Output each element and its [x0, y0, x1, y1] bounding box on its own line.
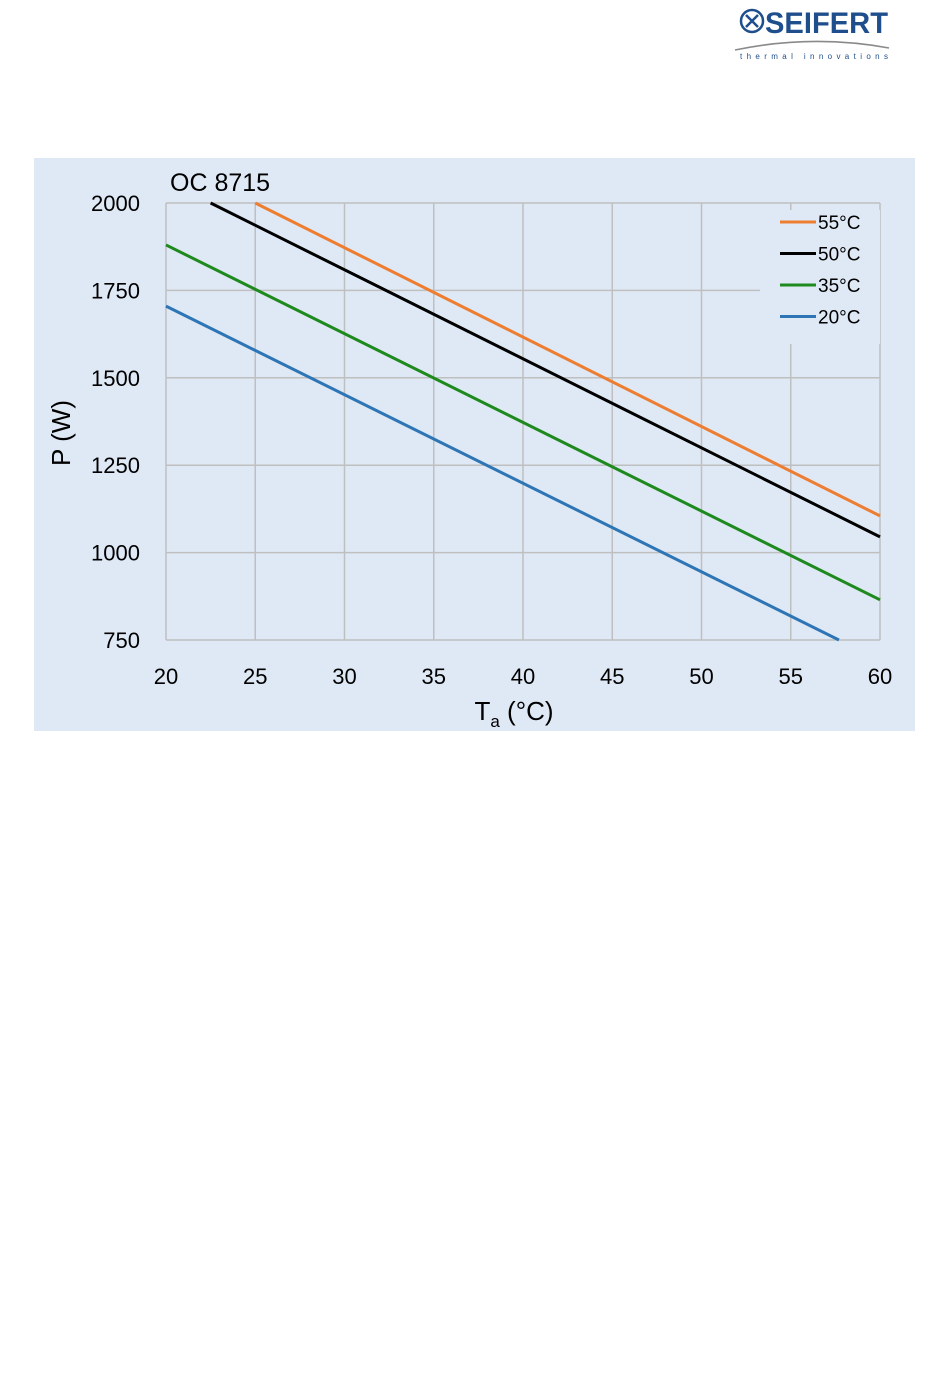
x-tick-label: 50 [689, 664, 713, 689]
y-tick-label: 1750 [91, 278, 140, 303]
x-axis-label-subscript: a [490, 712, 500, 731]
legend-label: 20°C [818, 308, 860, 329]
x-axis-label-unit: (°C) [500, 696, 554, 726]
y-tick-label: 1500 [91, 366, 140, 391]
chart-panel: 20 25 30 35 40 45 50 55 60 750 1000 1250 1500 1750 200… [34, 158, 915, 731]
x-tick-label: 45 [600, 664, 624, 689]
brand-name: SEIFERT [765, 7, 888, 40]
x-tick-label: 35 [422, 664, 446, 689]
x-tick-label: 60 [868, 664, 892, 689]
brand-tagline: thermal innovations [740, 52, 888, 61]
series-line-0 [254, 201, 881, 518]
grid [165, 202, 881, 641]
seifert-logo: SEIFERT thermal innovations [734, 7, 890, 61]
chart-title: OC 8715 [170, 169, 270, 197]
x-axis-label: Ta (°C) [474, 696, 553, 731]
fan-blade-icon [745, 14, 759, 28]
series-layer [165, 201, 881, 642]
legend: 55°C 50°C 35°C 20°C [760, 210, 880, 344]
x-tick-label: 20 [154, 664, 178, 689]
x-tick-label: 25 [243, 664, 267, 689]
y-tick-label: 2000 [91, 191, 140, 216]
chart: 20 25 30 35 40 45 50 55 60 750 1000 1250 1500 1750 200… [46, 169, 892, 731]
x-tick-label: 30 [332, 664, 356, 689]
series-line-3 [165, 304, 840, 642]
fan-logo-icon [739, 8, 765, 34]
y-tick-label: 1000 [91, 541, 140, 566]
legend-label: 50°C [818, 245, 860, 266]
tick-labels: 20 25 30 35 40 45 50 55 60 750 1000 1250 1500 1750 200… [91, 191, 892, 689]
series-line-1 [209, 201, 881, 539]
y-axis-label: P (W) [46, 400, 76, 466]
x-axis-label-main: T [474, 696, 490, 726]
x-tick-label: 40 [511, 664, 535, 689]
x-tick-label: 55 [779, 664, 803, 689]
y-tick-label: 1250 [91, 453, 140, 478]
brand-swoosh [734, 40, 890, 51]
legend-background [760, 210, 880, 344]
legend-label: 55°C [818, 213, 860, 234]
y-tick-label: 750 [103, 628, 140, 653]
series-line-2 [165, 243, 881, 602]
legend-label: 35°C [818, 276, 860, 297]
